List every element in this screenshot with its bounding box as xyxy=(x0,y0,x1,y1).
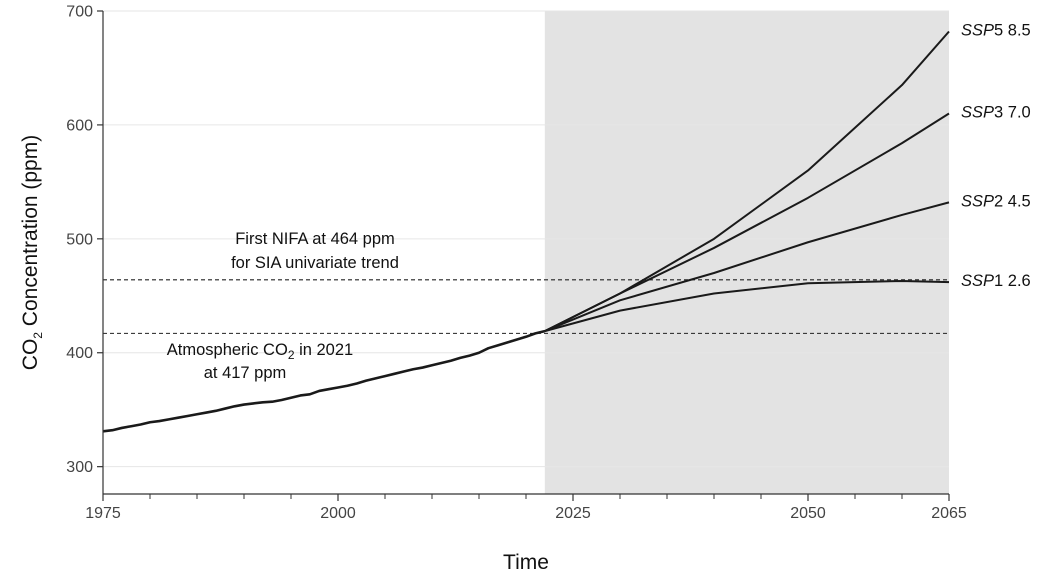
series-label-ssp5: SSP5 8.5 xyxy=(961,22,1031,40)
annotation-nifa-line2: for SIA univariate trend xyxy=(231,254,399,272)
y-tick-label-600: 600 xyxy=(66,117,93,134)
y-tick-label-700: 700 xyxy=(66,4,93,21)
historical-co2-line xyxy=(102,329,546,433)
series-line-ssp3 xyxy=(544,112,950,332)
x-tick-label-2000: 2000 xyxy=(320,505,356,522)
x-tick-label-2065: 2065 xyxy=(931,505,967,522)
series-label-ssp2: SSP2 4.5 xyxy=(961,192,1031,210)
annotation-atmospheric-line2: at 417 ppm xyxy=(204,364,287,382)
annotation-atmospheric-line1: Atmospheric CO2 in 2021 xyxy=(167,341,353,362)
x-tick-label-2025: 2025 xyxy=(555,505,591,522)
annotation-nifa-line1: First NIFA at 464 ppm xyxy=(235,230,395,248)
x-tick-label-2050: 2050 xyxy=(790,505,826,522)
x-tick-label-1975: 1975 xyxy=(85,505,121,522)
x-axis-title: Time xyxy=(503,551,549,574)
y-tick-label-400: 400 xyxy=(66,345,93,362)
y-axis-title: CO2 Concentration (ppm) xyxy=(19,135,45,370)
series-label-ssp3: SSP3 7.0 xyxy=(961,104,1031,122)
series-line-ssp1 xyxy=(544,279,950,333)
series-line-ssp2 xyxy=(544,201,950,333)
projection-shaded-region xyxy=(544,11,949,494)
y-tick-label-500: 500 xyxy=(66,231,93,248)
y-tick-label-300: 300 xyxy=(66,459,93,476)
series-label-ssp1: SSP1 2.6 xyxy=(961,272,1031,290)
